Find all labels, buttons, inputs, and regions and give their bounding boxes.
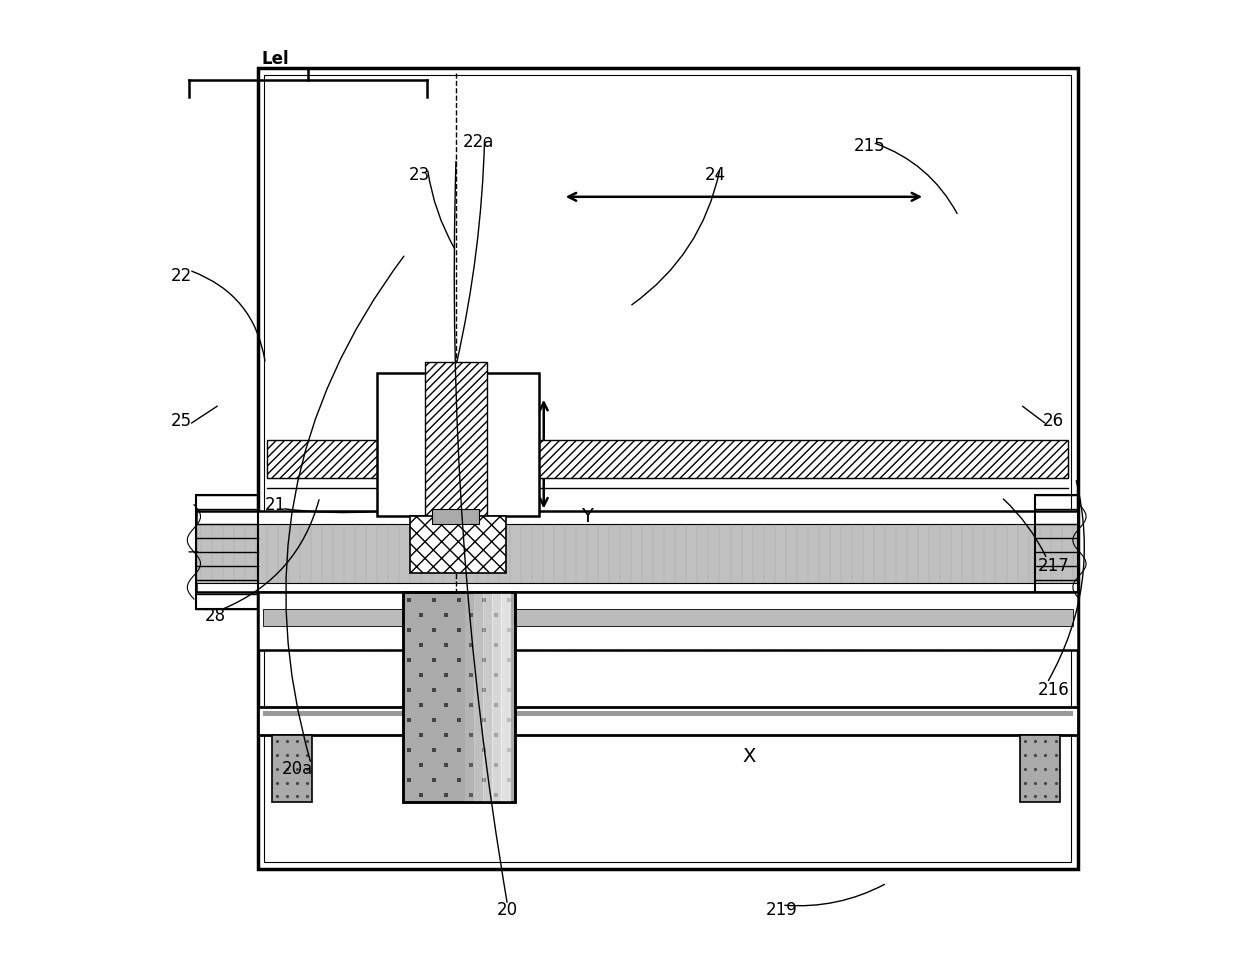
Bar [258, 706, 1078, 735]
Bar [1034, 495, 1078, 609]
Bar [264, 75, 1071, 862]
Bar [403, 593, 515, 802]
Bar [268, 461, 1068, 478]
Text: 217: 217 [1038, 556, 1070, 575]
Text: 219: 219 [766, 901, 797, 919]
Text: Lel: Lel [262, 50, 289, 68]
Bar [491, 593, 502, 802]
Text: 24: 24 [704, 166, 725, 184]
Bar [465, 593, 475, 802]
Text: 25: 25 [171, 412, 192, 430]
Bar [272, 735, 312, 802]
Bar [263, 609, 1073, 626]
Bar [377, 373, 539, 516]
Text: 23: 23 [409, 166, 430, 184]
Bar [258, 593, 1078, 649]
Bar [258, 68, 1078, 869]
Bar [258, 649, 1078, 706]
Text: 215: 215 [854, 138, 885, 155]
Text: 22a: 22a [464, 134, 495, 151]
Bar [501, 593, 511, 802]
Bar [263, 710, 1073, 716]
Bar [433, 509, 479, 524]
Text: 22: 22 [171, 267, 192, 285]
Text: Y: Y [580, 507, 593, 526]
Bar [482, 593, 492, 802]
Text: 20a: 20a [283, 760, 314, 778]
Text: 28: 28 [205, 607, 226, 625]
Bar [410, 516, 506, 574]
Bar [196, 511, 1078, 593]
Bar [268, 440, 1068, 478]
Bar [1021, 735, 1060, 802]
Bar [424, 361, 486, 516]
Bar [196, 495, 258, 609]
Bar [196, 524, 1078, 583]
Text: X: X [742, 747, 755, 766]
Text: 21: 21 [264, 496, 285, 513]
Text: 216: 216 [1038, 681, 1070, 699]
Text: 26: 26 [1043, 412, 1064, 430]
Bar [474, 593, 484, 802]
Text: 20: 20 [497, 901, 518, 919]
Bar [403, 593, 515, 802]
